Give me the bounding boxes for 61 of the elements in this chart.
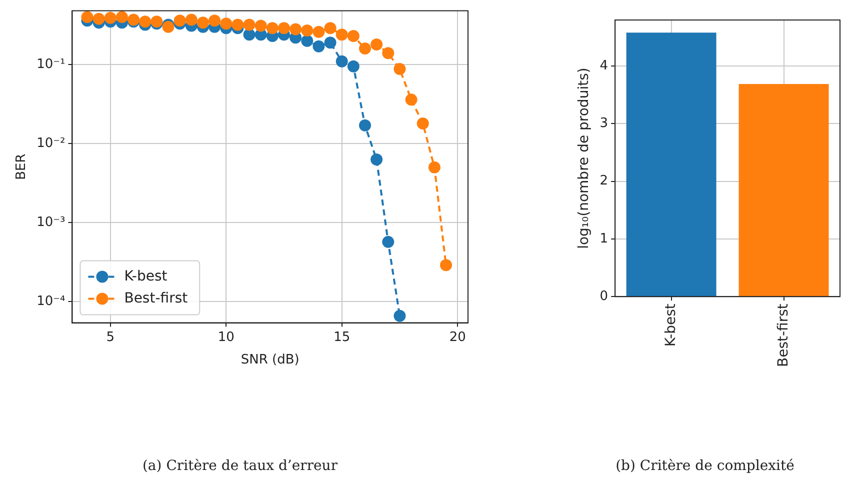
point <box>382 236 394 248</box>
point <box>92 12 105 25</box>
point <box>440 259 452 272</box>
point <box>208 14 221 27</box>
point <box>301 34 314 47</box>
y-tick-label: 3 <box>600 116 608 132</box>
point <box>174 14 186 27</box>
point <box>116 11 128 24</box>
point <box>266 22 278 34</box>
point <box>301 24 314 37</box>
point <box>394 310 406 322</box>
point <box>104 12 116 24</box>
point <box>359 42 372 54</box>
point <box>196 16 209 29</box>
point <box>312 40 325 52</box>
y-tick-label: 4 <box>600 58 608 74</box>
x-tick-label: Best-first <box>775 303 792 368</box>
y-tick-label: 10⁻² <box>36 136 66 152</box>
point <box>324 22 336 34</box>
point <box>81 11 94 24</box>
y-tick-label: 10⁻⁴ <box>36 294 66 310</box>
point <box>370 153 383 166</box>
legend-label: Best-first <box>124 290 188 306</box>
y-tick-label: 1 <box>600 231 608 246</box>
point <box>416 117 429 130</box>
point <box>347 30 360 42</box>
point <box>370 38 383 50</box>
point <box>382 47 394 60</box>
legend-label: K-best <box>124 268 168 284</box>
point <box>278 22 290 34</box>
point <box>220 18 232 30</box>
point <box>139 16 152 28</box>
point <box>243 18 256 31</box>
point <box>347 60 360 72</box>
y-tick-label: 0 <box>600 288 608 304</box>
point <box>185 14 198 26</box>
point <box>232 18 244 31</box>
point <box>394 63 406 76</box>
y-tick-label: 10⁻³ <box>36 215 66 230</box>
point <box>324 36 336 49</box>
y-tick-label: 10⁻¹ <box>36 57 66 72</box>
y-axis-title: log₁₀(nombre de produits) <box>576 68 592 249</box>
text: (b) Critère de complexité <box>616 458 794 474</box>
point <box>336 55 348 68</box>
y-axis-title: BER <box>14 154 30 180</box>
text: (a) Critère de taux d’erreur <box>142 458 338 474</box>
y-tick-label: 2 <box>600 174 608 189</box>
x-tick-label: K-best <box>662 303 679 347</box>
x-tick-label: 10 <box>218 330 234 345</box>
point <box>290 23 302 36</box>
x-tick-label: 5 <box>106 330 115 345</box>
point <box>243 28 256 41</box>
point <box>336 28 348 41</box>
point <box>254 20 267 32</box>
point <box>428 161 440 174</box>
x-axis-title: SNR (dB) <box>240 352 300 368</box>
x-tick-label: 20 <box>449 330 466 345</box>
point <box>312 26 325 38</box>
point <box>405 94 418 106</box>
point <box>359 119 372 132</box>
x-tick-label: 15 <box>334 330 350 345</box>
